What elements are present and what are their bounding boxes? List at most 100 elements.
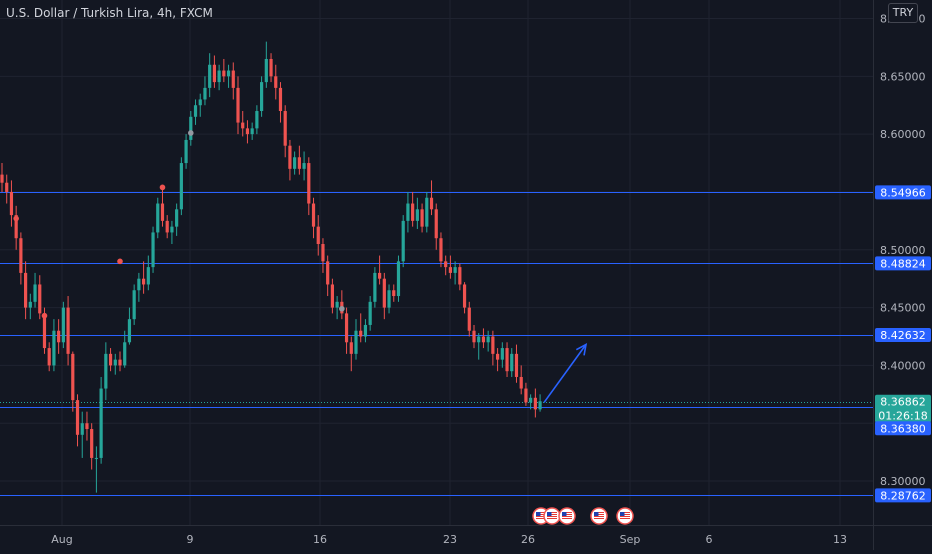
candle-body [156, 203, 160, 233]
candle-body [439, 238, 443, 262]
price-tick-label: 8.50000 [880, 244, 926, 257]
price-tag-text: 8.54966 [880, 186, 926, 199]
candle-body [61, 307, 65, 343]
candle-body [151, 232, 155, 268]
candle-body [137, 278, 141, 291]
signal-dot [188, 130, 194, 136]
price-tag-text: 01:26:18 [878, 410, 927, 423]
candle-body [99, 388, 103, 458]
time-tick-label: 9 [187, 533, 194, 546]
price-tick-label: 8.45000 [880, 302, 926, 315]
candle-body [382, 278, 386, 308]
price-tag-bg [875, 394, 931, 423]
candle-body [302, 163, 306, 169]
candle-body [396, 261, 401, 297]
flag-canton [547, 512, 552, 516]
level-price-tag[interactable]: 8.42632 [875, 327, 931, 342]
flag-stripe [562, 514, 572, 515]
currency-button[interactable]: TRY [888, 3, 918, 23]
level-price-tag[interactable]: 8.28762 [875, 488, 931, 503]
price-tick-label: 8.40000 [880, 359, 926, 372]
candle-body [434, 209, 438, 239]
signal-dot [339, 305, 345, 312]
us-flag-icon[interactable] [543, 507, 561, 525]
price-tag-text: 8.48824 [880, 257, 926, 270]
candle-body [326, 261, 330, 285]
signal-dot [117, 258, 123, 265]
candle-body [406, 203, 410, 221]
candle-body [132, 290, 136, 320]
candle-body [288, 145, 292, 169]
flag-stripe [620, 518, 630, 519]
candle-body [500, 348, 504, 360]
candle-body [90, 429, 94, 458]
candle-body [24, 272, 28, 308]
candle-body [274, 76, 278, 88]
candle-body [354, 330, 358, 354]
candle-body [0, 174, 4, 183]
flag-canton [562, 512, 567, 516]
candle-body [14, 215, 18, 239]
candle-body [283, 111, 287, 146]
candle-body [533, 397, 537, 410]
projection-arrow[interactable] [543, 343, 588, 403]
level-price-tag[interactable]: 8.54966 [875, 185, 931, 200]
candle-body [108, 353, 113, 366]
flag-stripe [536, 516, 546, 517]
time-tick-label: 16 [313, 533, 327, 546]
candle-body [415, 209, 419, 221]
time-tick-label: 13 [833, 533, 847, 546]
candle-body [208, 64, 212, 88]
candle-body [222, 70, 226, 77]
price-tag-bg [875, 421, 931, 436]
event-markers[interactable] [532, 507, 634, 525]
time-tick-label: Sep [620, 533, 641, 546]
us-flag-icon[interactable] [590, 507, 608, 525]
horizontal-levels [0, 192, 873, 496]
candle-body [75, 400, 80, 435]
candle-body [496, 353, 500, 360]
candle-body [481, 336, 486, 343]
flag-stripe [562, 516, 572, 517]
candle-body [5, 182, 9, 192]
candle-body [19, 238, 23, 273]
candle-body [260, 82, 264, 112]
candle-body [146, 267, 150, 285]
price-tag-text: 8.28762 [880, 489, 926, 502]
candle-body [444, 261, 448, 268]
price-tick-label: 8.60000 [880, 128, 926, 141]
candle-body [160, 203, 165, 221]
candle-body [510, 353, 514, 372]
price-tag-bg [875, 327, 931, 342]
level-price-tag[interactable]: 8.48824 [875, 256, 931, 271]
candle-body [250, 128, 254, 135]
candle-body [38, 284, 42, 314]
time-axis[interactable]: Aug 9 16 23 26 Sep 6 13 [51, 533, 847, 546]
us-flag-icon[interactable] [558, 507, 576, 525]
candle-body [198, 99, 202, 106]
candle-body [245, 128, 250, 135]
flag-stripe [594, 516, 604, 517]
flag-stripe [536, 514, 546, 515]
price-tag-bg [875, 488, 931, 503]
candle-body [66, 307, 70, 354]
price-tag-text: 8.36380 [880, 422, 926, 435]
us-flag-icon[interactable] [616, 507, 634, 525]
level-price-tag[interactable]: 8.36380 [875, 421, 931, 436]
candle-body [368, 301, 372, 325]
candle-body [297, 157, 301, 169]
price-axis[interactable]: 8.700008.650008.600008.500008.450008.400… [875, 13, 931, 503]
candle-body [217, 70, 221, 83]
candle-body [42, 313, 47, 349]
flag-stripe [547, 518, 557, 519]
candle-body [278, 87, 283, 112]
candle-body [255, 111, 259, 129]
candle-body [71, 353, 75, 401]
signal-markers [13, 130, 345, 319]
candle-body [104, 353, 108, 389]
price-tick-label: 8.30000 [880, 475, 926, 488]
candle-body [401, 220, 405, 262]
